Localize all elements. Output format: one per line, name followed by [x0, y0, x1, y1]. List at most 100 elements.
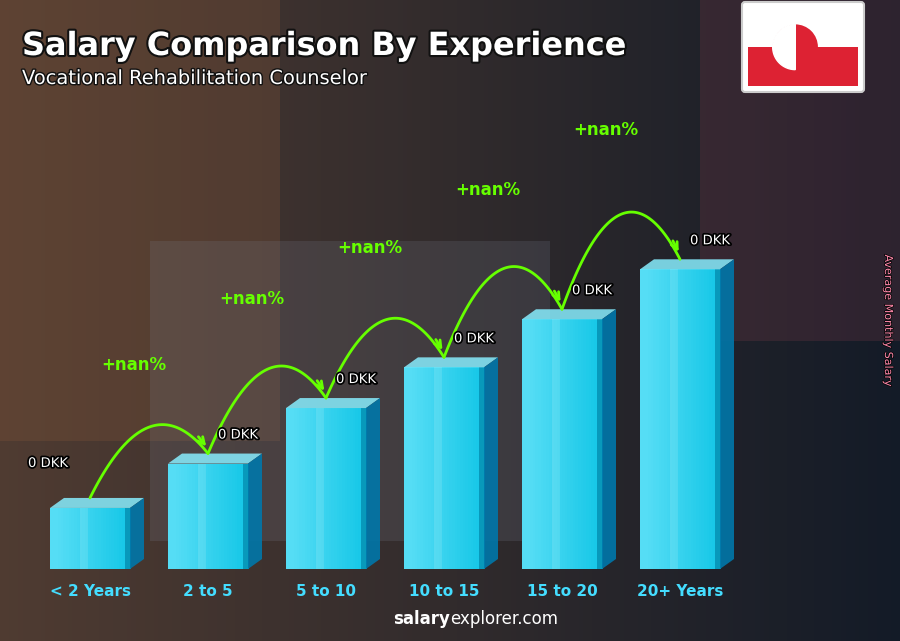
Bar [701, 0, 706, 641]
Bar [619, 0, 624, 641]
Bar [583, 319, 587, 569]
Bar [185, 0, 190, 641]
Bar [536, 319, 539, 569]
Text: Average Monthly Salary: Average Monthly Salary [883, 254, 893, 388]
Bar [0, 0, 280, 441]
Bar [570, 0, 574, 641]
Bar [674, 0, 679, 641]
Text: 0 DKK: 0 DKK [218, 429, 258, 442]
Bar [122, 508, 126, 569]
Bar [342, 408, 346, 569]
Bar [462, 0, 466, 641]
Bar [828, 0, 832, 641]
Bar [98, 508, 102, 569]
Bar [529, 0, 534, 641]
Bar [482, 367, 485, 569]
Bar [235, 0, 239, 641]
Bar [665, 0, 670, 641]
Bar [380, 0, 384, 641]
Bar [122, 0, 127, 641]
Text: Salary Comparison By Experience: Salary Comparison By Experience [22, 31, 627, 62]
Bar [239, 0, 244, 641]
Text: explorer.com: explorer.com [450, 610, 558, 628]
Bar [257, 0, 262, 641]
FancyBboxPatch shape [742, 2, 864, 92]
Bar [733, 0, 737, 641]
Bar [443, 0, 447, 641]
Bar [800, 0, 805, 641]
Bar [176, 0, 181, 641]
Bar [748, 47, 858, 86]
Bar [597, 0, 601, 641]
Bar [575, 319, 579, 569]
Bar [606, 0, 610, 641]
Text: Vocational Rehabilitation Counselor: Vocational Rehabilitation Counselor [22, 69, 368, 88]
Bar [104, 0, 109, 641]
Bar [192, 463, 195, 569]
Bar [420, 0, 425, 641]
Bar [299, 0, 303, 641]
Bar [335, 0, 339, 641]
Bar [208, 0, 212, 641]
Polygon shape [50, 498, 144, 508]
Bar [276, 0, 281, 641]
Bar [543, 0, 547, 641]
Bar [557, 319, 561, 569]
Bar [498, 0, 502, 641]
Bar [615, 0, 619, 641]
Bar [331, 408, 335, 569]
Bar [712, 269, 716, 569]
Bar [357, 0, 362, 641]
Bar [45, 0, 50, 641]
Bar [653, 269, 657, 569]
Bar [589, 319, 592, 569]
Bar [221, 0, 226, 641]
Bar [634, 0, 638, 641]
Bar [168, 463, 172, 569]
Bar [230, 463, 233, 569]
Bar [194, 0, 199, 641]
Bar [402, 0, 407, 641]
Bar [104, 508, 107, 569]
Bar [547, 0, 552, 641]
Bar [136, 0, 140, 641]
Text: 0 DKK: 0 DKK [690, 235, 730, 247]
Bar [393, 0, 398, 641]
Bar [14, 0, 18, 641]
Text: 10 to 15: 10 to 15 [409, 584, 479, 599]
Bar [203, 0, 208, 641]
Bar [63, 508, 67, 569]
Bar [773, 0, 778, 641]
Text: +nan%: +nan% [338, 239, 402, 257]
Bar [389, 0, 393, 641]
Bar [678, 269, 681, 569]
Bar [709, 269, 713, 569]
Bar [353, 408, 356, 569]
Bar [670, 269, 673, 569]
Bar [93, 508, 96, 569]
Bar [68, 508, 72, 569]
Bar [181, 463, 185, 569]
Bar [429, 0, 434, 641]
Polygon shape [130, 498, 144, 569]
Bar [213, 463, 217, 569]
Bar [189, 463, 193, 569]
Bar [244, 0, 248, 641]
Bar [643, 269, 646, 569]
Bar [0, 0, 4, 641]
Bar [50, 508, 54, 569]
Bar [54, 0, 58, 641]
Bar [230, 0, 235, 641]
Bar [158, 0, 163, 641]
Bar [310, 408, 314, 569]
Bar [463, 367, 466, 569]
Text: 5 to 10: 5 to 10 [296, 584, 356, 599]
Bar [407, 0, 411, 641]
Bar [742, 0, 746, 641]
Bar [81, 0, 86, 641]
Text: +nan%: +nan% [102, 356, 166, 374]
Bar [266, 0, 272, 641]
Bar [91, 0, 95, 641]
Bar [428, 367, 432, 569]
Text: 0 DKK: 0 DKK [454, 332, 494, 345]
